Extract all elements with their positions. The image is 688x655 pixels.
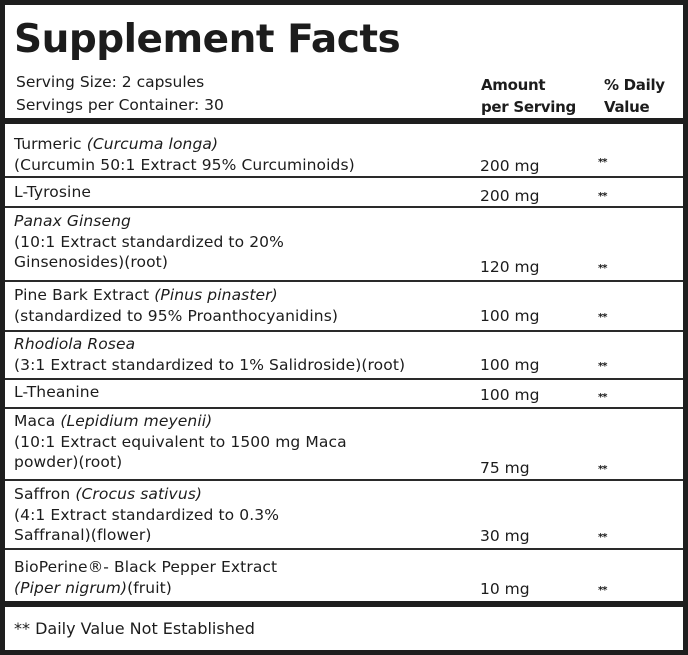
serving-info: Serving Size: 2 capsules Servings per Co… bbox=[16, 71, 224, 117]
ingredient-name: Panax Ginseng (10:1 Extract standardized… bbox=[14, 212, 284, 271]
ingredient-row-turmeric: Turmeric (Curcuma longa) (Curcumin 50:1 … bbox=[5, 124, 683, 177]
ingredient-row-panax-ginseng: Panax Ginseng (10:1 Extract standardized… bbox=[5, 208, 683, 281]
ingredient-daily-value: ** bbox=[598, 263, 608, 274]
ingredient-name: Rhodiola Rosea (3:1 Extract standardized… bbox=[14, 335, 406, 374]
ingredient-amount: 200 mg bbox=[480, 187, 540, 205]
row-divider bbox=[5, 206, 683, 208]
ingredient-name: L-Theanine bbox=[14, 383, 100, 401]
ingredient-row-rhodiola-rosea: Rhodiola Rosea (3:1 Extract standardized… bbox=[5, 332, 683, 378]
ingredient-amount: 100 mg bbox=[480, 356, 540, 374]
servings-per-container: Servings per Container: 30 bbox=[16, 96, 224, 114]
ingredient-daily-value: ** bbox=[598, 191, 608, 202]
row-divider bbox=[5, 280, 683, 282]
row-divider bbox=[5, 176, 683, 178]
ingredient-name: Pine Bark Extract (Pinus pinaster) (stan… bbox=[14, 286, 339, 325]
footer-divider bbox=[5, 601, 683, 607]
ingredient-daily-value: ** bbox=[598, 464, 608, 475]
amount-header-line1: Amount bbox=[481, 76, 546, 94]
row-divider bbox=[5, 548, 683, 550]
ingredient-row-maca: Maca (Lepidium meyenii) (10:1 Extract eq… bbox=[5, 409, 683, 480]
ingredient-amount: 100 mg bbox=[480, 307, 540, 325]
ingredient-row-pine-bark: Pine Bark Extract (Pinus pinaster) (stan… bbox=[5, 282, 683, 331]
header-divider bbox=[5, 118, 683, 124]
row-divider bbox=[5, 407, 683, 409]
ingredient-name: BioPerine®- Black Pepper Extract (Piper … bbox=[14, 558, 278, 597]
ingredient-daily-value: ** bbox=[598, 585, 608, 596]
ingredient-daily-value: ** bbox=[598, 361, 608, 372]
daily-value-column-header: % Daily Value bbox=[604, 74, 665, 118]
label-title: Supplement Facts bbox=[14, 17, 401, 62]
ingredient-name: Maca (Lepidium meyenii) (10:1 Extract eq… bbox=[14, 412, 347, 471]
row-divider bbox=[5, 378, 683, 380]
dv-header-line2: Value bbox=[604, 98, 650, 116]
ingredient-row-l-theanine: L-Theanine 100 mg ** bbox=[5, 380, 683, 407]
dv-header-line1: % Daily bbox=[604, 76, 665, 94]
ingredient-amount: 30 mg bbox=[480, 527, 530, 545]
serving-size: Serving Size: 2 capsules bbox=[16, 73, 205, 91]
ingredient-row-saffron: Saffron (Crocus sativus) (4:1 Extract st… bbox=[5, 481, 683, 548]
ingredient-daily-value: ** bbox=[598, 532, 608, 543]
ingredient-daily-value: ** bbox=[598, 392, 608, 403]
ingredient-name: L-Tyrosine bbox=[14, 183, 92, 201]
ingredient-row-bioperine: BioPerine®- Black Pepper Extract (Piper … bbox=[5, 550, 683, 601]
ingredient-amount: 10 mg bbox=[480, 580, 530, 598]
ingredient-amount: 100 mg bbox=[480, 386, 540, 404]
ingredient-daily-value: ** bbox=[598, 157, 608, 168]
ingredient-amount: 75 mg bbox=[480, 459, 530, 477]
footnote: ** Daily Value Not Established bbox=[14, 619, 255, 638]
amount-header-line2: per Serving bbox=[481, 98, 576, 116]
row-divider bbox=[5, 479, 683, 481]
ingredient-daily-value: ** bbox=[598, 312, 608, 323]
ingredient-amount: 200 mg bbox=[480, 157, 540, 175]
ingredient-name: Turmeric (Curcuma longa) (Curcumin 50:1 … bbox=[14, 135, 355, 174]
ingredient-amount: 120 mg bbox=[480, 258, 540, 276]
ingredient-row-l-tyrosine: L-Tyrosine 200 mg ** bbox=[5, 178, 683, 207]
ingredient-name: Saffron (Crocus sativus) (4:1 Extract st… bbox=[14, 485, 280, 544]
amount-column-header: Amount per Serving bbox=[481, 74, 576, 118]
row-divider bbox=[5, 330, 683, 332]
